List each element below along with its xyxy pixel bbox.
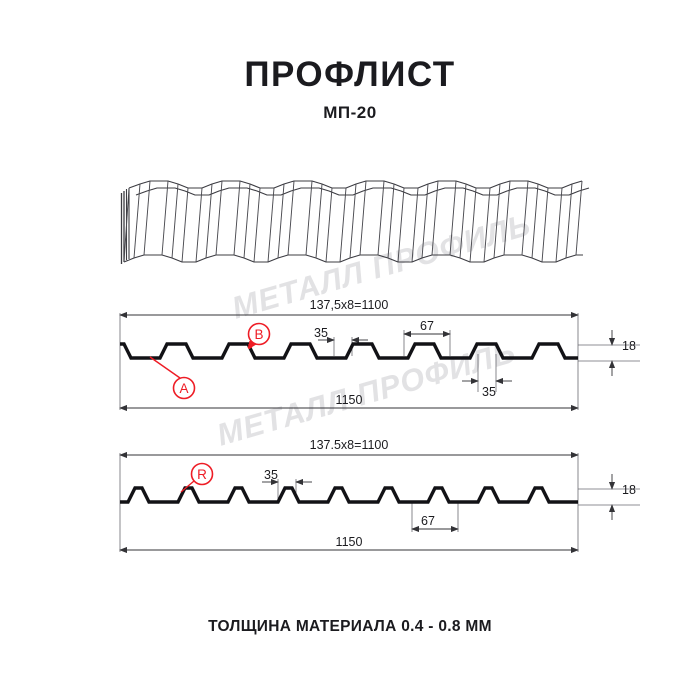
profile-a-top-dimension-label: 137,5x8=1100	[310, 298, 389, 312]
callout-b-label: B	[254, 327, 263, 342]
material-thickness-note: ТОЛЩИНА МАТЕРИАЛА 0.4 - 0.8 ММ	[208, 618, 492, 635]
callout-a-label: A	[179, 381, 188, 396]
profile-r-rib-width-label: 35	[264, 468, 278, 482]
callout-r-circle	[190, 462, 214, 486]
profile-a-rib-width-label: 35	[314, 326, 328, 340]
callout-a: A	[149, 356, 196, 400]
profile-r-flat-width-label: 67	[421, 514, 435, 528]
profile-a-flat-width-label: 67	[420, 319, 434, 333]
callout-b: B	[247, 322, 271, 350]
profile-a-section: 137,5x8=1100 1150 35 67 35 18	[119, 298, 640, 412]
page-title: ПРОФЛИСТ	[244, 55, 456, 94]
profile-r-waveform	[120, 486, 578, 504]
page-subtitle-model: МП-20	[323, 103, 377, 122]
profile-a-waveform	[120, 342, 578, 360]
profile-a-height-label: 18	[622, 339, 636, 353]
callout-a-circle	[172, 376, 196, 400]
profile-r-bottom-dimension-label: 1150	[336, 535, 363, 549]
callout-b-circle	[247, 322, 271, 346]
profile-r-height-label: 18	[622, 483, 636, 497]
profile-a-bottom-dimension-label: 1150	[336, 393, 363, 407]
callout-r: R	[180, 462, 214, 493]
profile-r-section: 137.5x8=1100 1150 35 67 18 R	[119, 438, 640, 554]
profile-r-top-dimension-label: 137.5x8=1100	[310, 438, 389, 452]
callout-r-label: R	[197, 467, 207, 482]
profile-a-rib-width-label-2: 35	[482, 385, 496, 399]
isometric-sheet-view	[120, 180, 590, 264]
